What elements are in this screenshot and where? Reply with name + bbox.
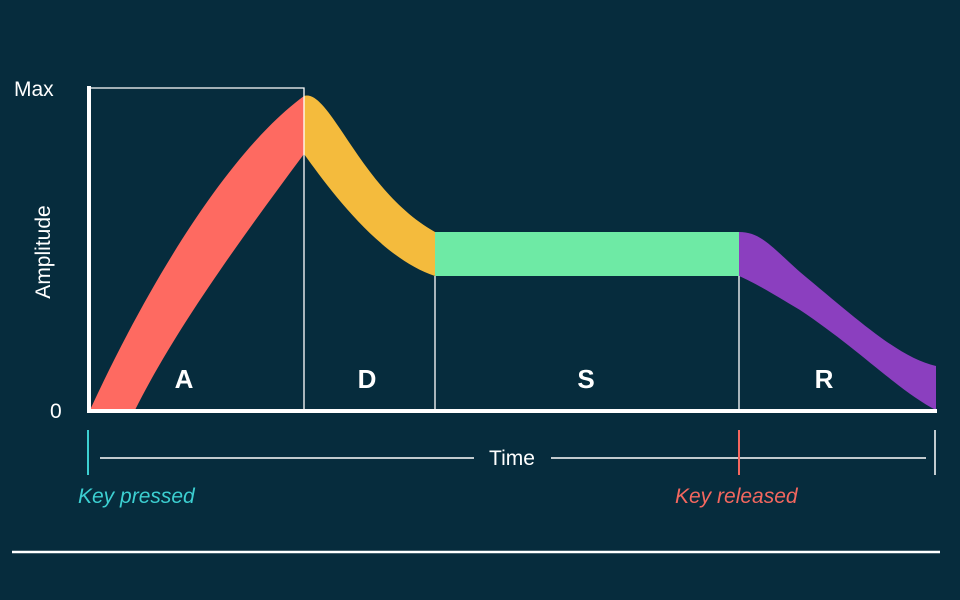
time-label: Time bbox=[489, 447, 535, 470]
stage-label-sustain: S bbox=[577, 364, 594, 394]
attack-band bbox=[90, 96, 304, 410]
release-band bbox=[739, 232, 936, 410]
y-min-label: 0 bbox=[50, 400, 62, 423]
y-max-label: Max bbox=[14, 78, 54, 101]
attack-boundary-box bbox=[90, 87, 305, 410]
stage-label-decay: D bbox=[358, 364, 377, 394]
sustain-band bbox=[435, 232, 739, 276]
stage-label-release: R bbox=[815, 364, 834, 394]
y-axis-label: Amplitude bbox=[32, 205, 55, 298]
decay-band bbox=[304, 95, 435, 276]
key-pressed-label: Key pressed bbox=[78, 485, 196, 508]
key-released-label: Key released bbox=[675, 485, 799, 508]
stage-label-attack: A bbox=[175, 364, 194, 394]
